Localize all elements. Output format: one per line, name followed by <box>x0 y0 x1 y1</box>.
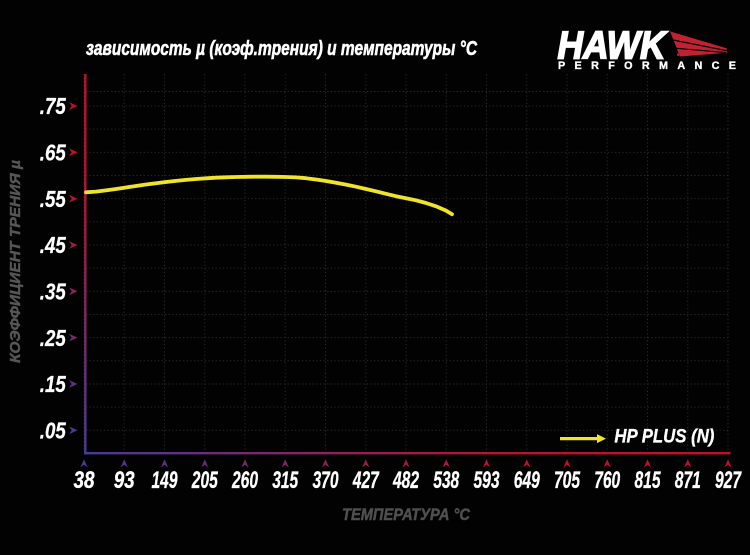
svg-text:HAWK: HAWK <box>558 25 669 68</box>
svg-text:.35: .35 <box>40 279 67 305</box>
svg-text:370: 370 <box>313 467 339 494</box>
svg-text:649: 649 <box>514 467 540 494</box>
svg-text:.25: .25 <box>40 325 67 351</box>
svg-text:482: 482 <box>392 467 419 494</box>
svg-text:871: 871 <box>675 467 701 494</box>
svg-text:149: 149 <box>152 467 178 494</box>
svg-text:.45: .45 <box>40 232 67 258</box>
svg-text:.15: .15 <box>40 371 67 397</box>
svg-text:ТЕМПЕРАТУРА °C: ТЕМПЕРАТУРА °C <box>342 506 471 524</box>
svg-text:.75: .75 <box>40 93 67 119</box>
svg-text:538: 538 <box>433 467 459 494</box>
svg-text:260: 260 <box>231 467 258 494</box>
svg-text:315: 315 <box>272 467 298 494</box>
svg-text:HP PLUS (N): HP PLUS (N) <box>614 426 714 448</box>
svg-text:93: 93 <box>114 467 136 494</box>
svg-text:.55: .55 <box>40 186 67 212</box>
svg-text:927: 927 <box>715 467 742 494</box>
svg-text:38: 38 <box>74 467 96 494</box>
svg-text:.65: .65 <box>40 140 67 166</box>
svg-text:760: 760 <box>594 467 620 494</box>
svg-text:КОЭФФИЦИЕНТ ТРЕНИЯ µ: КОЭФФИЦИЕНТ ТРЕНИЯ µ <box>7 160 24 363</box>
svg-text:815: 815 <box>635 467 661 494</box>
svg-text:.05: .05 <box>40 418 67 444</box>
svg-text:427: 427 <box>352 467 380 494</box>
svg-text:705: 705 <box>554 467 580 494</box>
svg-text:зависимость µ (коэф.трения) и: зависимость µ (коэф.трения) и температур… <box>86 37 478 60</box>
svg-text:593: 593 <box>474 467 500 494</box>
svg-text:205: 205 <box>191 467 218 494</box>
